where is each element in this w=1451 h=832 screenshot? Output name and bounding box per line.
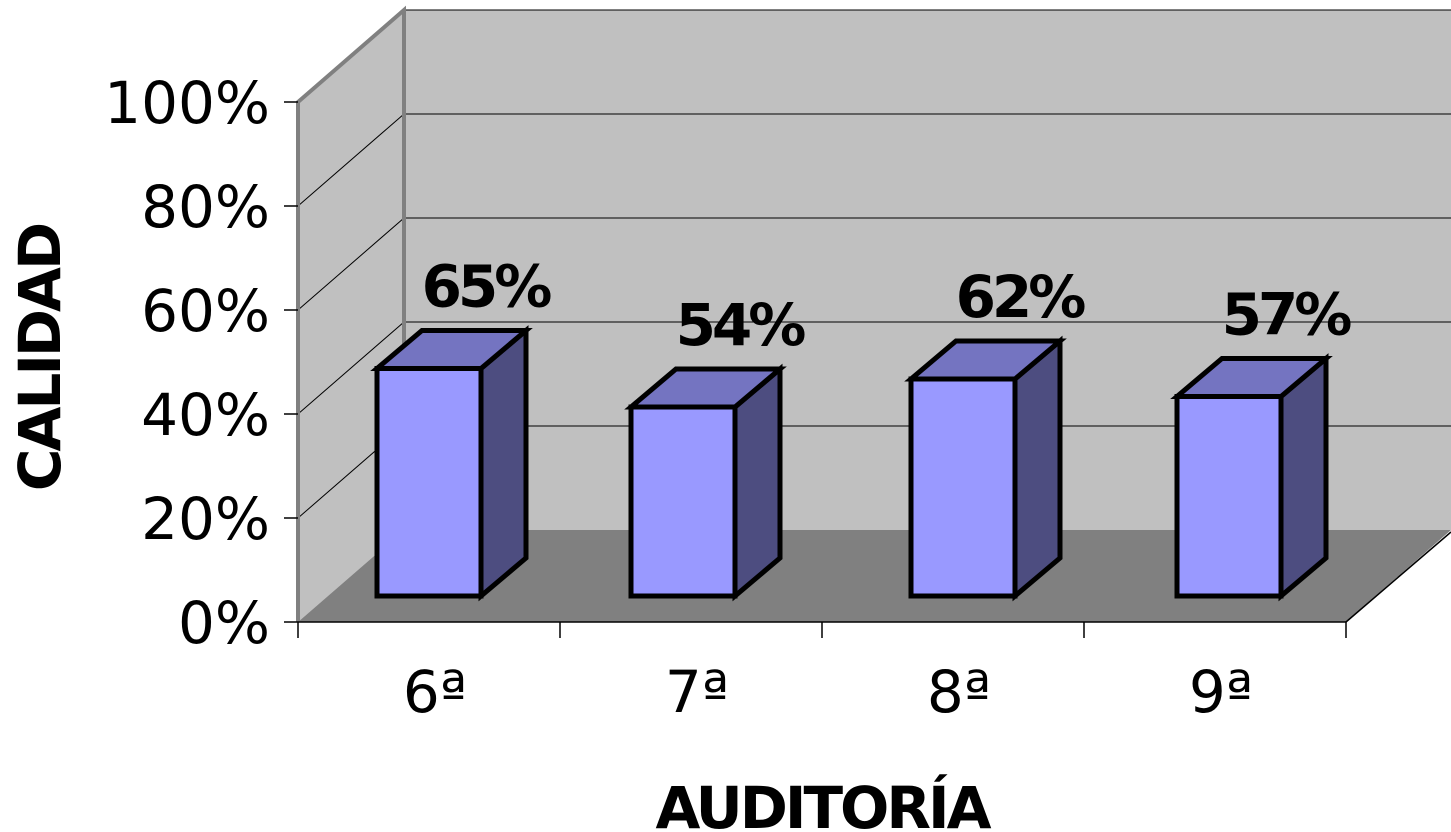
- gridline-side: [297, 217, 405, 311]
- x-category-label: 6ª: [403, 658, 467, 726]
- data-labels: 65% 54% 62% 57%: [422, 253, 1356, 360]
- bar-value-label: 65%: [422, 253, 552, 321]
- bar-front-face: [1174, 394, 1284, 599]
- bar-front-face: [374, 366, 484, 599]
- wall-edge: [296, 5, 406, 622]
- x-category-label: 9ª: [1189, 658, 1253, 726]
- gridline-side: [297, 321, 405, 415]
- y-tick-label: 20%: [141, 485, 270, 553]
- bar-side-face: [478, 325, 529, 602]
- y-tick-label: 0%: [178, 589, 270, 657]
- y-axis-title: CALIDAD: [6, 224, 74, 491]
- x-category-label: 8ª: [927, 658, 991, 726]
- bar-front-face: [908, 376, 1018, 599]
- floor-right-edge: [1345, 531, 1451, 623]
- y-tick-label: 40%: [141, 381, 270, 449]
- x-category-label: 7ª: [665, 658, 729, 726]
- bar-value-label: 57%: [1222, 281, 1352, 349]
- bars: [370, 325, 1333, 602]
- bar-value-label: 62%: [956, 263, 1086, 331]
- y-tick-label: 80%: [141, 173, 270, 241]
- bar-side-face: [1278, 353, 1329, 602]
- y-axis: 0% 20% 40% 60% 80% 100%: [104, 69, 298, 657]
- y-tick-label: 100%: [104, 69, 270, 137]
- floor: [298, 530, 1451, 622]
- gridline-side: [297, 113, 405, 207]
- bar-front-face: [628, 404, 738, 599]
- bar: [904, 335, 1067, 602]
- bar: [1170, 353, 1333, 602]
- bar-side-face: [1012, 335, 1063, 602]
- bar: [370, 325, 533, 602]
- bar: [624, 363, 787, 602]
- bar-value-label: 54%: [676, 291, 806, 359]
- x-axis-title: AUDITORÍA: [656, 773, 992, 832]
- y-tick-label: 60%: [141, 277, 270, 345]
- x-axis: 6ª 7ª 8ª 9ª: [297, 622, 1347, 726]
